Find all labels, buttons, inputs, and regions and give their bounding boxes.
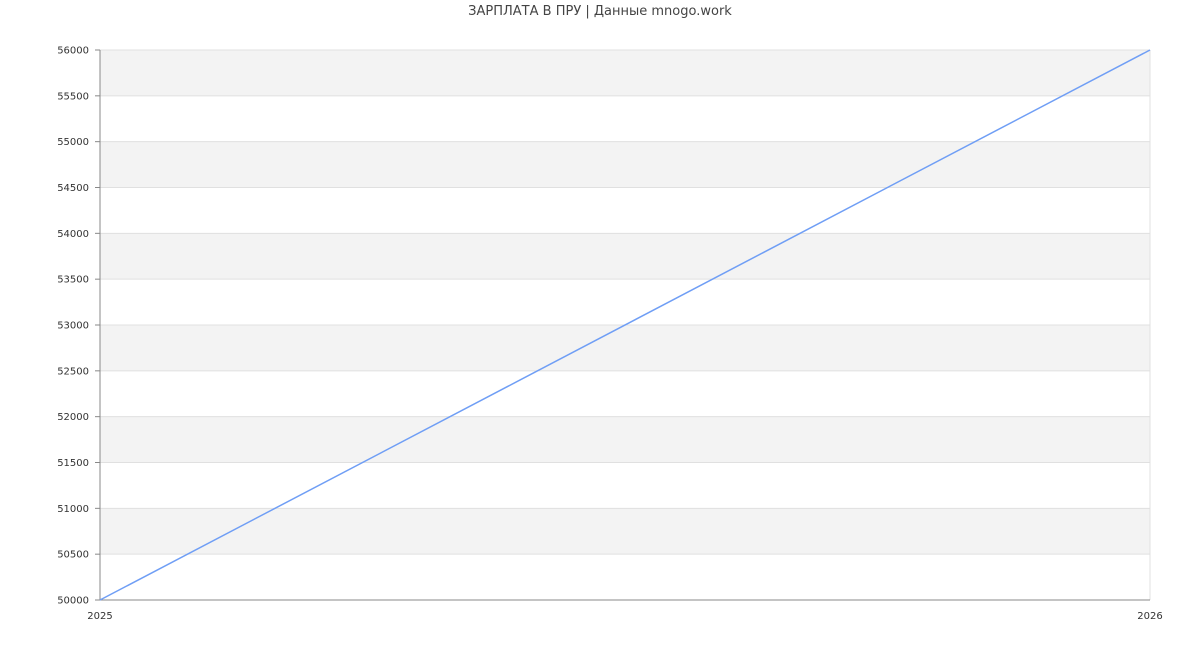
- grid-band: [100, 141, 1150, 188]
- grid-band: [100, 554, 1150, 600]
- y-tick-label: 52500: [57, 366, 89, 377]
- grid-band: [100, 233, 1150, 280]
- x-tick-label: 2025: [87, 611, 112, 622]
- grid-band: [100, 462, 1150, 509]
- y-tick-label: 54000: [57, 229, 89, 240]
- y-tick-label: 50000: [57, 596, 89, 607]
- y-tick-label: 55500: [57, 91, 89, 102]
- grid-band: [100, 279, 1150, 325]
- y-tick-label: 55000: [57, 137, 89, 148]
- x-tick-label: 2026: [1137, 611, 1162, 622]
- y-tick-label: 53500: [57, 275, 89, 286]
- y-tick-label: 50500: [57, 550, 89, 561]
- series-line: [99, 49, 1151, 601]
- grid-band: [100, 50, 1150, 96]
- y-tick-label: 54500: [57, 183, 89, 194]
- grid-band: [100, 95, 1150, 142]
- y-tick-label: 53000: [57, 321, 89, 332]
- y-tick-label: 52000: [57, 412, 89, 423]
- chart-title: ЗАРПЛАТА В ПРУ | Данные mnogo.work: [468, 4, 732, 19]
- grid-band: [100, 370, 1150, 417]
- y-tick-label: 51000: [57, 504, 89, 515]
- y-tick-label: 51500: [57, 458, 89, 469]
- grid-band: [100, 325, 1150, 371]
- grid-band: [100, 508, 1150, 555]
- grid-band: [100, 416, 1150, 463]
- y-tick-label: 56000: [57, 46, 89, 57]
- grid-band: [100, 187, 1150, 234]
